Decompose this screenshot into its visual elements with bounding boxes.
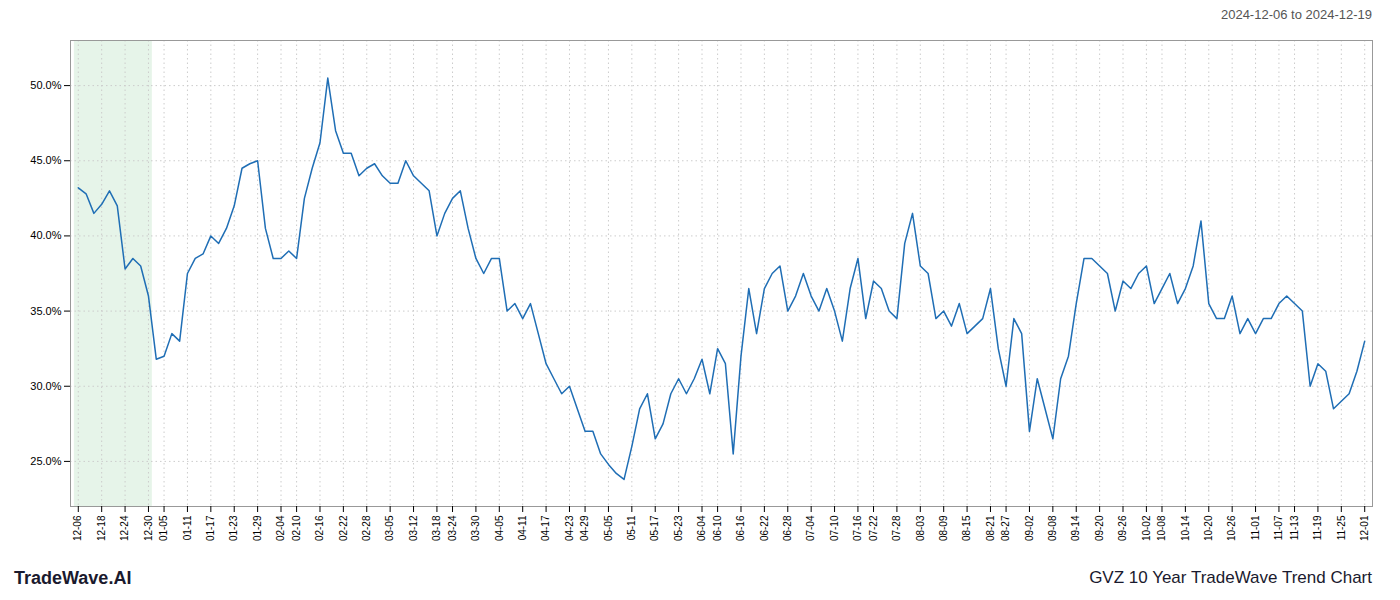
svg-text:06-04: 06-04 [696, 515, 707, 541]
svg-text:08-27: 08-27 [1000, 515, 1011, 541]
svg-text:09-26: 09-26 [1117, 515, 1128, 541]
svg-text:01-05: 01-05 [158, 515, 169, 541]
svg-text:01-23: 01-23 [228, 515, 239, 541]
svg-text:03-30: 03-30 [470, 515, 481, 541]
svg-text:30.0%: 30.0% [30, 380, 61, 392]
svg-text:05-11: 05-11 [626, 515, 637, 540]
svg-text:25.0%: 25.0% [30, 455, 61, 467]
svg-text:04-05: 04-05 [494, 515, 505, 541]
svg-text:50.0%: 50.0% [30, 79, 61, 91]
svg-text:09-14: 09-14 [1070, 515, 1081, 541]
svg-text:09-20: 09-20 [1094, 515, 1105, 541]
svg-text:08-03: 08-03 [915, 515, 926, 541]
svg-text:11-19: 11-19 [1312, 515, 1323, 540]
svg-text:05-17: 05-17 [649, 515, 660, 541]
svg-text:12-18: 12-18 [96, 515, 107, 541]
svg-text:08-15: 08-15 [961, 515, 972, 541]
svg-text:02-10: 02-10 [291, 515, 302, 541]
svg-text:09-08: 09-08 [1047, 515, 1058, 541]
svg-text:11-01: 11-01 [1250, 515, 1261, 540]
svg-text:07-04: 07-04 [805, 515, 816, 541]
svg-text:02-16: 02-16 [314, 515, 325, 541]
svg-text:04-11: 04-11 [517, 515, 528, 540]
svg-text:05-23: 05-23 [673, 515, 684, 541]
html-text:TradeWave.AI: TradeWave.AI [14, 567, 132, 588]
svg-text:12-06: 12-06 [72, 515, 83, 541]
svg-text:01-29: 01-29 [252, 515, 263, 541]
svg-text:12-24: 12-24 [119, 515, 130, 541]
svg-text:07-28: 07-28 [891, 515, 902, 541]
svg-text:11-07: 11-07 [1273, 515, 1284, 540]
svg-text:03-05: 03-05 [384, 515, 395, 541]
svg-text:07-22: 07-22 [868, 515, 879, 541]
svg-text:04-29: 04-29 [579, 515, 590, 541]
svg-text:04-23: 04-23 [564, 515, 575, 541]
svg-text:10-08: 10-08 [1156, 515, 1167, 541]
svg-text:09-02: 09-02 [1024, 515, 1035, 541]
svg-text:10-02: 10-02 [1141, 515, 1152, 541]
svg-text:35.0%: 35.0% [30, 305, 61, 317]
html-text:GVZ 10 Year TradeWave Trend Ch: GVZ 10 Year TradeWave Trend Chart [1089, 568, 1372, 587]
svg-text:03-18: 03-18 [431, 515, 442, 541]
svg-text:01-17: 01-17 [205, 515, 216, 541]
svg-text:06-10: 06-10 [712, 515, 723, 541]
svg-text:02-22: 02-22 [338, 515, 349, 541]
svg-text:06-28: 06-28 [782, 515, 793, 541]
svg-text:03-12: 03-12 [408, 515, 419, 541]
svg-text:03-24: 03-24 [447, 515, 458, 541]
svg-text:40.0%: 40.0% [30, 229, 61, 241]
svg-text:02-28: 02-28 [361, 515, 372, 541]
svg-text:06-16: 06-16 [735, 515, 746, 541]
svg-text:10-14: 10-14 [1180, 515, 1191, 541]
svg-text:06-22: 06-22 [759, 515, 770, 541]
svg-text:02-04: 02-04 [275, 515, 286, 541]
svg-text:07-16: 07-16 [852, 515, 863, 541]
svg-text:08-21: 08-21 [985, 515, 996, 541]
svg-text:45.0%: 45.0% [30, 154, 61, 166]
svg-text:11-13: 11-13 [1289, 515, 1300, 540]
svg-text:10-20: 10-20 [1203, 515, 1214, 541]
svg-text:12-01: 12-01 [1359, 515, 1370, 541]
svg-text:04-17: 04-17 [540, 515, 551, 541]
svg-text:10-26: 10-26 [1226, 515, 1237, 541]
svg-text:07-10: 07-10 [829, 515, 840, 541]
svg-text:08-09: 08-09 [938, 515, 949, 541]
svg-text:01-11: 01-11 [182, 515, 193, 540]
html-text:2024-12-06 to 2024-12-19: 2024-12-06 to 2024-12-19 [1220, 6, 1372, 22]
svg-text:05-05: 05-05 [603, 515, 614, 541]
svg-text:11-25: 11-25 [1336, 515, 1347, 540]
svg-text:12-30: 12-30 [143, 515, 154, 541]
